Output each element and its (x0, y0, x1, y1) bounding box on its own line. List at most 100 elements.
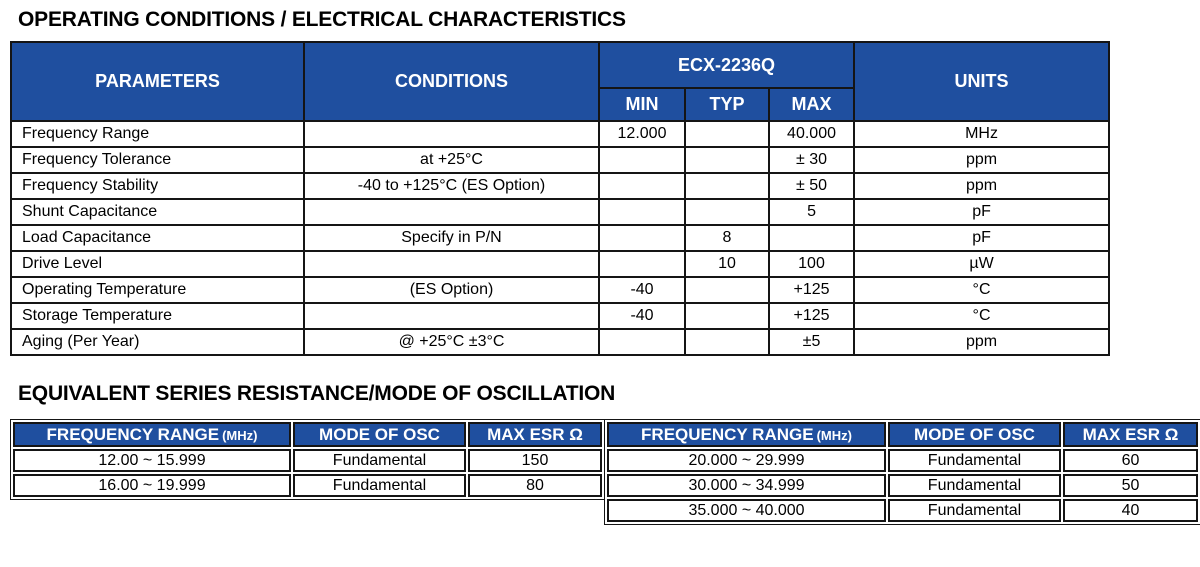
col-header-min: MIN (598, 87, 686, 122)
condition-cell: -40 to +125°C (ES Option) (303, 172, 600, 200)
esr-table-row: 35.000 ~ 40.000 Fundamental 40 (607, 499, 1198, 522)
electrical-table-row: Aging (Per Year) @ +25°C ±3°C ±5 ppm (10, 328, 1111, 356)
col-header-mode-of-osc: MODE OF OSC (293, 422, 466, 447)
esr-table-row: 16.00 ~ 19.999 Fundamental 80 (13, 474, 602, 497)
frequency-range-cell: 35.000 ~ 40.000 (607, 499, 886, 522)
col-header-conditions: CONDITIONS (303, 41, 600, 122)
electrical-table-row: Storage Temperature -40 +125 °C (10, 302, 1111, 330)
esr-right-body: 20.000 ~ 29.999 Fundamental 60 30.000 ~ … (607, 449, 1198, 522)
min-cell: -40 (598, 302, 686, 330)
condition-cell (303, 198, 600, 226)
max-cell: 5 (767, 198, 856, 226)
frequency-range-unit-label: (MHz) (222, 427, 258, 443)
col-header-frequency-range: FREQUENCY RANGE (MHz) (13, 422, 291, 447)
electrical-table-header: PARAMETERS CONDITIONS ECX-2236Q UNITS MI… (10, 41, 1111, 122)
col-header-max-esr: MAX ESR Ω (1063, 422, 1198, 447)
parameter-cell: Operating Temperature (10, 276, 305, 304)
parameter-cell: Drive Level (10, 250, 305, 278)
min-cell: -40 (598, 276, 686, 304)
min-cell: 12.000 (598, 120, 686, 148)
frequency-range-cell: 12.00 ~ 15.999 (13, 449, 291, 472)
col-header-typ: TYP (684, 87, 770, 122)
parameter-cell: Frequency Range (10, 120, 305, 148)
min-cell (598, 224, 686, 252)
col-header-parameters: PARAMETERS (10, 41, 305, 122)
units-cell: MHz (853, 120, 1111, 148)
parameter-cell: Load Capacitance (10, 224, 305, 252)
min-cell (598, 328, 686, 356)
mode-cell: Fundamental (888, 499, 1061, 522)
units-cell: °C (853, 302, 1111, 330)
frequency-range-label: FREQUENCY RANGE (641, 424, 814, 444)
esr-right-header: FREQUENCY RANGE (MHz) MODE OF OSC MAX ESR… (607, 422, 1198, 447)
electrical-table-row: Drive Level 10 100 µW (10, 250, 1111, 278)
electrical-table-row: Frequency Tolerance at +25°C ± 30 ppm (10, 146, 1111, 174)
esr-cell: 80 (468, 474, 602, 497)
typ-cell (684, 276, 770, 304)
esr-left-header: FREQUENCY RANGE (MHz) MODE OF OSC MAX ESR… (13, 422, 602, 447)
esr-left-body: 12.00 ~ 15.999 Fundamental 150 16.00 ~ 1… (13, 449, 602, 497)
units-cell: ppm (853, 172, 1111, 200)
typ-cell (684, 120, 770, 148)
col-header-max-esr: MAX ESR Ω (468, 422, 602, 447)
max-cell: +125 (767, 276, 856, 304)
col-header-part-number: ECX-2236Q (597, 41, 856, 89)
condition-cell: @ +25°C ±3°C (303, 328, 600, 356)
esr-tables-row: FREQUENCY RANGE (MHz) MODE OF OSC MAX ESR… (10, 419, 1200, 525)
section2-title: EQUIVALENT SERIES RESISTANCE/MODE OF OSC… (18, 382, 616, 405)
condition-cell: at +25°C (303, 146, 600, 174)
esr-table-row: 20.000 ~ 29.999 Fundamental 60 (607, 449, 1198, 472)
electrical-table-row: Load Capacitance Specify in P/N 8 pF (10, 224, 1111, 252)
col-header-max: MAX (767, 87, 856, 122)
col-header-units: UNITS (853, 41, 1111, 122)
min-cell (598, 250, 686, 278)
condition-cell (303, 120, 600, 148)
electrical-table-row: Frequency Range 12.000 40.000 MHz (10, 120, 1111, 148)
parameter-cell: Frequency Stability (10, 172, 305, 200)
typ-cell (684, 302, 770, 330)
mode-cell: Fundamental (888, 474, 1061, 497)
esr-table-row: 30.000 ~ 34.999 Fundamental 50 (607, 474, 1198, 497)
condition-cell: (ES Option) (303, 276, 600, 304)
units-cell: pF (853, 198, 1111, 226)
typ-cell (684, 198, 770, 226)
units-cell: °C (853, 276, 1111, 304)
units-cell: ppm (853, 328, 1111, 356)
typ-cell (684, 172, 770, 200)
esr-cell: 60 (1063, 449, 1198, 472)
parameter-cell: Aging (Per Year) (10, 328, 305, 356)
condition-cell: Specify in P/N (303, 224, 600, 252)
min-cell (598, 146, 686, 174)
typ-cell: 10 (684, 250, 770, 278)
max-cell: ± 30 (767, 146, 856, 174)
typ-cell: 8 (684, 224, 770, 252)
parameter-cell: Frequency Tolerance (10, 146, 305, 174)
parameter-cell: Shunt Capacitance (10, 198, 305, 226)
units-cell: pF (853, 224, 1111, 252)
mode-cell: Fundamental (293, 474, 466, 497)
frequency-range-cell: 30.000 ~ 34.999 (607, 474, 886, 497)
datasheet-page: OPERATING CONDITIONS / ELECTRICAL CHARAC… (10, 8, 1200, 525)
frequency-range-unit-label: (MHz) (816, 427, 852, 443)
col-header-mode-of-osc: MODE OF OSC (888, 422, 1061, 447)
frequency-range-cell: 16.00 ~ 19.999 (13, 474, 291, 497)
frequency-range-cell: 20.000 ~ 29.999 (607, 449, 886, 472)
esr-cell: 150 (468, 449, 602, 472)
min-cell (598, 198, 686, 226)
max-cell: 100 (767, 250, 856, 278)
max-cell: ±5 (767, 328, 856, 356)
parameter-cell: Storage Temperature (10, 302, 305, 330)
units-cell: ppm (853, 146, 1111, 174)
frequency-range-label: FREQUENCY RANGE (46, 424, 220, 444)
esr-table-left: FREQUENCY RANGE (MHz) MODE OF OSC MAX ESR… (10, 419, 605, 500)
min-cell (598, 172, 686, 200)
max-cell: 40.000 (767, 120, 856, 148)
col-header-frequency-range: FREQUENCY RANGE (MHz) (607, 422, 886, 447)
esr-table-row: 12.00 ~ 15.999 Fundamental 150 (13, 449, 602, 472)
esr-cell: 50 (1063, 474, 1198, 497)
condition-cell (303, 250, 600, 278)
electrical-characteristics-table: PARAMETERS CONDITIONS ECX-2236Q UNITS MI… (10, 41, 1111, 356)
electrical-table-row: Operating Temperature (ES Option) -40 +1… (10, 276, 1111, 304)
max-cell (767, 224, 856, 252)
typ-cell (684, 146, 770, 174)
